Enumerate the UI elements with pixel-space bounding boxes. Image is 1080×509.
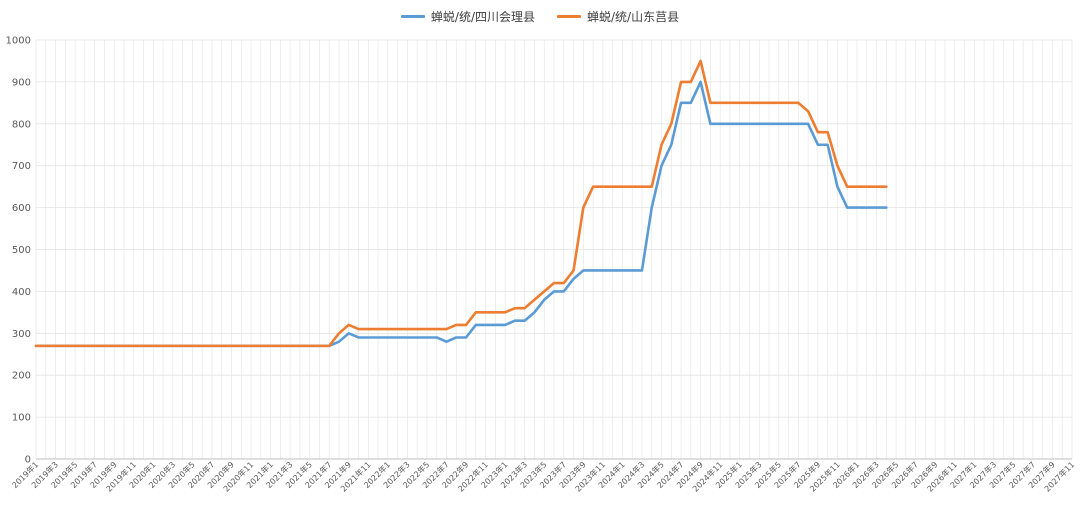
- legend-item-sichuan[interactable]: 蝉蜕/统/四川会理县: [400, 8, 535, 25]
- y-tick-label: 200: [12, 371, 31, 382]
- y-tick-label: 100: [12, 413, 31, 424]
- y-tick-label: 400: [12, 287, 31, 298]
- legend-swatch-sichuan: [400, 15, 425, 18]
- y-tick-label: 900: [12, 77, 31, 88]
- series-line-shandong: [34, 59, 888, 348]
- legend-label-sichuan: 蝉蜕/统/四川会理县: [430, 10, 535, 24]
- horizontal-gridlines: [36, 39, 1072, 460]
- x-axis-ticks: 2019年12019年32019年52019年72019年92019年11202…: [10, 459, 1077, 493]
- legend-label-shandong: 蝉蜕/统/山东莒县: [587, 10, 680, 24]
- series-lines: [34, 59, 888, 348]
- y-tick-label: 700: [12, 161, 31, 172]
- y-tick-label: 800: [12, 119, 31, 130]
- y-tick-label: 600: [12, 203, 31, 214]
- y-tick-label: 1000: [6, 36, 31, 47]
- legend: 蝉蜕/统/四川会理县 蝉蜕/统/山东莒县: [0, 8, 1080, 25]
- legend-swatch-shandong: [557, 15, 581, 18]
- legend-item-shandong[interactable]: 蝉蜕/统/山东莒县: [557, 8, 679, 25]
- y-tick-label: 300: [12, 329, 31, 340]
- series-line-sichuan: [34, 80, 888, 348]
- y-tick-label: 500: [12, 245, 31, 256]
- y-tick-label: 0: [25, 455, 31, 466]
- y-axis-ticks: 0 100 200 300 400 500 600 700 800 900 1000: [6, 36, 31, 466]
